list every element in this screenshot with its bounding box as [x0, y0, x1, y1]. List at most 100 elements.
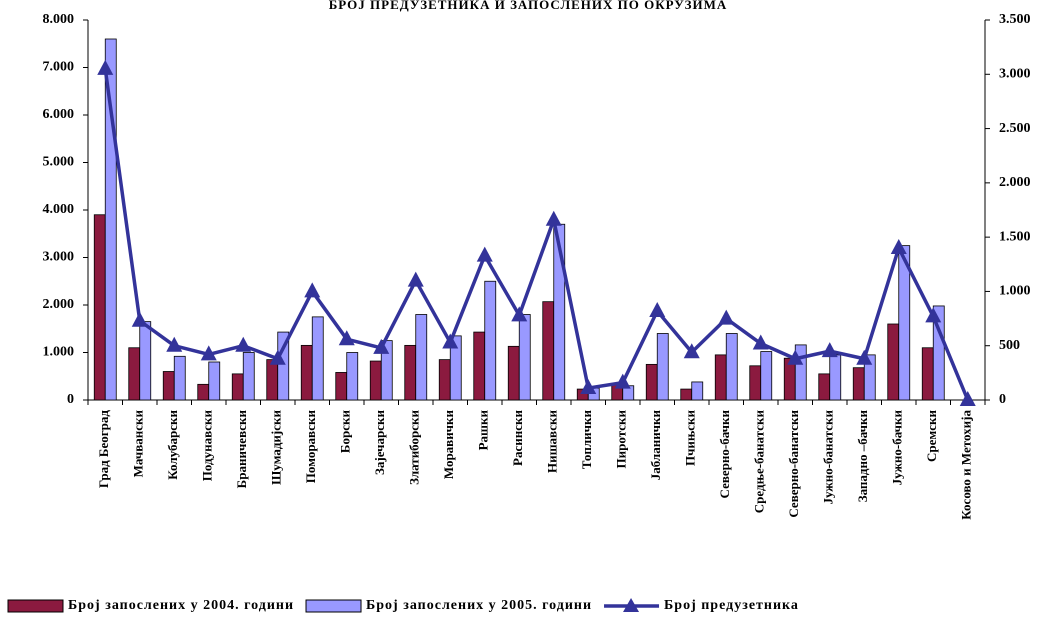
line-marker — [269, 349, 286, 365]
bar — [404, 344, 417, 401]
bar — [484, 280, 497, 401]
line-marker — [304, 282, 321, 298]
y2-tick-label: 1.500 — [999, 229, 1031, 244]
x-tick-label: Борски — [338, 409, 353, 453]
line-marker — [545, 210, 562, 226]
x-tick-label: Јужно-банатски — [821, 409, 836, 504]
bar — [438, 359, 451, 401]
bar — [231, 373, 244, 401]
x-tick-label: Пчињски — [683, 409, 698, 466]
x-tick-label: Средње-банатски — [752, 409, 767, 513]
y2-tick-label: 3.000 — [999, 67, 1031, 82]
y-tick-label: 8.000 — [43, 12, 75, 27]
line-marker — [614, 373, 631, 389]
x-tick-label: Косово и Метохија — [959, 410, 974, 520]
y-tick-label: 4.000 — [43, 202, 75, 217]
x-tick-label: Расински — [510, 410, 525, 466]
line-marker — [856, 349, 873, 365]
line-marker — [166, 336, 183, 352]
bar — [266, 359, 279, 401]
legend-swatch — [7, 599, 64, 613]
legend-label: Број запослених у 2005. години — [366, 598, 592, 613]
bar — [300, 344, 313, 401]
x-tick-label: Колубарски — [165, 409, 180, 479]
x-tick-label: Град Београд — [96, 410, 111, 489]
bar — [415, 314, 428, 401]
line-marker — [580, 379, 597, 395]
line-marker — [718, 309, 735, 325]
line-marker — [890, 239, 907, 254]
bar — [242, 352, 255, 401]
x-tick-label: Поморавски — [303, 410, 318, 484]
x-tick-label: Нишавски — [545, 409, 560, 473]
bar — [852, 367, 865, 401]
line — [103, 68, 970, 401]
line-marker — [649, 301, 666, 317]
bar — [208, 361, 221, 401]
x-tick-label: Сремски — [924, 409, 939, 462]
bar — [507, 345, 520, 401]
bar — [542, 301, 555, 401]
bar — [139, 321, 152, 401]
y-tick-label: 3.000 — [43, 250, 75, 265]
x-tick-label: Браничевски — [234, 409, 249, 488]
x-tick-label: Моравички — [441, 409, 456, 479]
x-tick-label: Златиборски — [407, 410, 422, 485]
bar — [173, 355, 186, 401]
y-tick-label: 2.000 — [43, 297, 75, 312]
y2-tick-label: 3.500 — [999, 12, 1031, 27]
line-marker — [338, 330, 355, 346]
bar — [197, 383, 210, 401]
line-marker — [511, 306, 528, 322]
x-tick-label: Пиротски — [614, 410, 629, 469]
bar — [898, 245, 911, 401]
line-marker — [235, 336, 252, 352]
x-tick-label: Западно –бачки — [855, 409, 870, 502]
legend-label: Број запослених у 2004. години — [68, 598, 294, 613]
y-tick-label: 5.000 — [43, 155, 75, 170]
bar — [656, 333, 669, 401]
line-marker — [683, 343, 700, 359]
bar — [645, 363, 658, 401]
bar — [691, 381, 704, 401]
y-tick-label: 7.000 — [43, 60, 75, 75]
x-tick-label: Рашки — [476, 410, 491, 451]
line-marker — [787, 349, 804, 365]
x-tick-label: Мачвански — [131, 409, 146, 477]
line-marker — [442, 333, 459, 349]
bar — [749, 365, 762, 401]
bar — [829, 354, 842, 401]
bar — [335, 372, 348, 401]
bar — [818, 373, 831, 401]
bar — [277, 331, 290, 401]
bar — [863, 354, 876, 401]
x-tick-label: Топлички — [579, 410, 594, 470]
bar — [680, 388, 693, 401]
bar — [449, 335, 462, 401]
x-tick-label: Подунавски — [200, 409, 215, 481]
line-marker — [925, 307, 942, 323]
y2-tick-label: 2.500 — [999, 121, 1031, 136]
bar — [473, 331, 486, 401]
bar — [311, 316, 324, 401]
line-marker — [959, 391, 976, 406]
y2-tick-label: 1.000 — [999, 284, 1031, 299]
chart-title: БРОЈ ПРЕДУЗЕТНИКА И ЗАПОСЛЕНИХ ПО ОКРУЗИ… — [329, 0, 728, 12]
bar — [714, 354, 727, 401]
y2-tick-label: 500 — [999, 338, 1020, 353]
line-marker — [97, 59, 114, 75]
bar — [369, 360, 382, 401]
y2-tick-label: 2.000 — [999, 175, 1031, 190]
line-marker — [821, 342, 838, 358]
bar — [104, 38, 117, 401]
bar — [932, 305, 945, 401]
legend-swatch — [305, 599, 362, 613]
bar — [346, 352, 359, 401]
y-tick-label: 1.000 — [43, 345, 75, 360]
y2-tick-label: 0 — [999, 392, 1006, 407]
bar — [760, 351, 773, 401]
bar — [162, 371, 175, 401]
line-marker — [131, 311, 148, 327]
bar — [93, 214, 106, 401]
